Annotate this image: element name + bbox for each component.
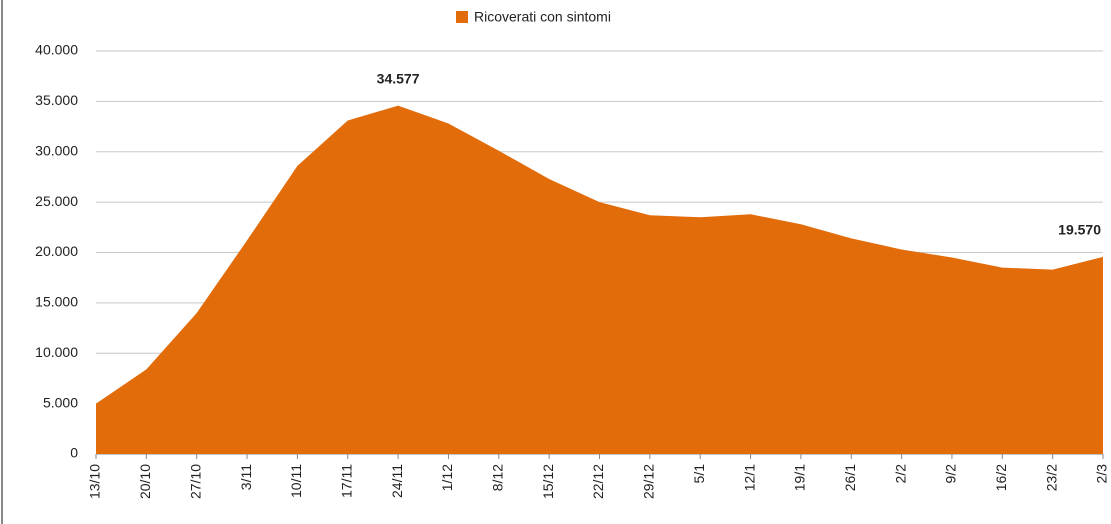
x-tick-label: 13/10: [87, 464, 103, 499]
y-tick-label: 25.000: [35, 193, 78, 209]
x-tick-label: 16/2: [993, 464, 1009, 491]
y-tick-label: 5.000: [43, 394, 78, 410]
x-tick-label: 27/10: [187, 464, 203, 499]
x-tick-label: 17/11: [338, 464, 354, 498]
x-tick-label: 24/11: [389, 464, 405, 498]
area: [96, 105, 1103, 455]
x-tick-label: 2/2: [892, 464, 908, 484]
value-label: 19.570: [1058, 222, 1101, 238]
value-label: 34.577: [377, 70, 420, 86]
y-tick-label: 35.000: [35, 92, 78, 108]
y-tick-label: 0: [70, 445, 78, 461]
x-tick-label: 15/12: [540, 464, 556, 499]
y-tick-label: 40.000: [35, 42, 78, 58]
y-tick-label: 20.000: [35, 243, 78, 259]
x-tick-label: 19/1: [792, 464, 808, 491]
x-tick-label: 2/3: [1094, 464, 1110, 484]
y-tick-label: 15.000: [35, 294, 78, 310]
x-tick-label: 26/1: [842, 464, 858, 491]
x-tick-label: 1/12: [439, 464, 455, 491]
y-tick-label: 30.000: [35, 142, 78, 158]
x-tick-label: 8/12: [490, 464, 506, 491]
x-tick-label: 23/2: [1043, 464, 1059, 491]
x-tick-label: 10/11: [288, 464, 304, 498]
x-tick-label: 12/1: [741, 464, 757, 491]
legend-swatch: [456, 11, 468, 23]
x-tick-label: 22/12: [590, 464, 606, 499]
x-tick-label: 9/2: [943, 464, 959, 484]
x-tick-label: 29/12: [641, 464, 657, 499]
x-tick-label: 20/10: [137, 464, 153, 499]
y-tick-label: 10.000: [35, 344, 78, 360]
x-tick-label: 3/11: [238, 464, 254, 490]
x-tick-label: 5/1: [691, 464, 707, 484]
legend-label: Ricoverati con sintomi: [474, 9, 611, 25]
